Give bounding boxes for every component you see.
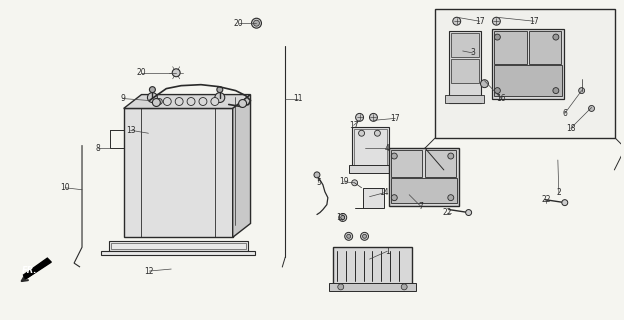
Bar (391, 178, 457, 203)
Bar (329, 283, 416, 291)
Circle shape (163, 98, 171, 106)
Bar (435, 9, 615, 138)
Text: 16: 16 (497, 94, 506, 103)
Circle shape (363, 234, 366, 238)
Circle shape (359, 130, 364, 136)
Bar (363, 188, 384, 208)
Circle shape (391, 153, 397, 159)
Circle shape (341, 215, 344, 220)
Text: 6: 6 (562, 109, 567, 118)
Circle shape (344, 232, 353, 240)
Bar (111, 243, 246, 249)
Circle shape (251, 18, 261, 28)
Circle shape (492, 17, 500, 25)
Text: 13: 13 (126, 126, 135, 135)
Circle shape (553, 34, 559, 40)
Text: 2: 2 (557, 188, 561, 197)
Text: 20: 20 (234, 19, 243, 28)
Circle shape (480, 80, 489, 88)
Circle shape (494, 34, 500, 40)
Bar (101, 251, 255, 255)
Circle shape (199, 98, 207, 106)
Bar (391, 150, 422, 177)
Circle shape (578, 88, 585, 93)
Text: 5: 5 (316, 178, 321, 187)
Circle shape (339, 213, 347, 221)
Text: 20: 20 (137, 68, 146, 77)
Circle shape (448, 195, 454, 201)
Text: FR.: FR. (22, 266, 37, 275)
Circle shape (238, 100, 246, 108)
Circle shape (172, 69, 180, 77)
Polygon shape (24, 258, 51, 279)
Circle shape (553, 88, 559, 93)
Text: 18: 18 (566, 124, 575, 133)
Polygon shape (233, 95, 251, 237)
Text: 11: 11 (293, 94, 303, 103)
Text: 4: 4 (385, 144, 390, 153)
Circle shape (466, 210, 472, 215)
Bar (451, 33, 479, 57)
Circle shape (494, 88, 500, 93)
Text: 8: 8 (95, 144, 100, 153)
Circle shape (338, 284, 344, 290)
Bar (529, 31, 561, 64)
Bar (425, 150, 456, 177)
Text: 19: 19 (339, 177, 349, 186)
Circle shape (187, 98, 195, 106)
Circle shape (401, 284, 407, 290)
Polygon shape (124, 95, 251, 108)
Text: 7: 7 (419, 202, 424, 211)
Circle shape (175, 98, 183, 106)
Circle shape (152, 99, 160, 107)
Bar (389, 148, 459, 206)
Circle shape (369, 113, 378, 121)
Circle shape (374, 130, 381, 136)
Text: 9: 9 (120, 94, 125, 103)
Circle shape (149, 87, 155, 92)
Bar (352, 127, 389, 172)
Circle shape (347, 234, 351, 238)
Text: 14: 14 (379, 188, 389, 197)
Bar (449, 31, 480, 102)
Circle shape (211, 98, 219, 106)
Bar (494, 65, 562, 96)
Text: 22: 22 (541, 195, 551, 204)
Text: 17: 17 (475, 17, 484, 26)
Bar (445, 95, 484, 102)
Text: 12: 12 (145, 267, 154, 276)
Circle shape (448, 153, 454, 159)
Bar (349, 165, 392, 173)
Circle shape (361, 232, 369, 240)
Bar (109, 241, 248, 251)
Circle shape (157, 99, 162, 105)
Polygon shape (124, 108, 233, 237)
Bar (494, 31, 527, 64)
Text: 1: 1 (385, 247, 390, 256)
Text: 22: 22 (442, 208, 452, 217)
Text: 17: 17 (391, 114, 400, 123)
Circle shape (314, 172, 320, 178)
Circle shape (147, 92, 157, 102)
Bar (492, 29, 564, 99)
Bar (333, 247, 412, 289)
Circle shape (215, 92, 225, 102)
Circle shape (253, 20, 260, 26)
Text: 15: 15 (336, 213, 346, 222)
Circle shape (562, 200, 568, 206)
Bar (354, 129, 388, 170)
Text: 10: 10 (61, 183, 70, 192)
Circle shape (391, 195, 397, 201)
Circle shape (356, 113, 364, 121)
Text: 17: 17 (349, 121, 358, 130)
Circle shape (217, 87, 223, 92)
Circle shape (588, 106, 595, 111)
Circle shape (453, 17, 461, 25)
Text: 3: 3 (470, 48, 475, 57)
Bar (451, 59, 479, 83)
Circle shape (352, 180, 358, 186)
Text: 17: 17 (529, 17, 539, 26)
